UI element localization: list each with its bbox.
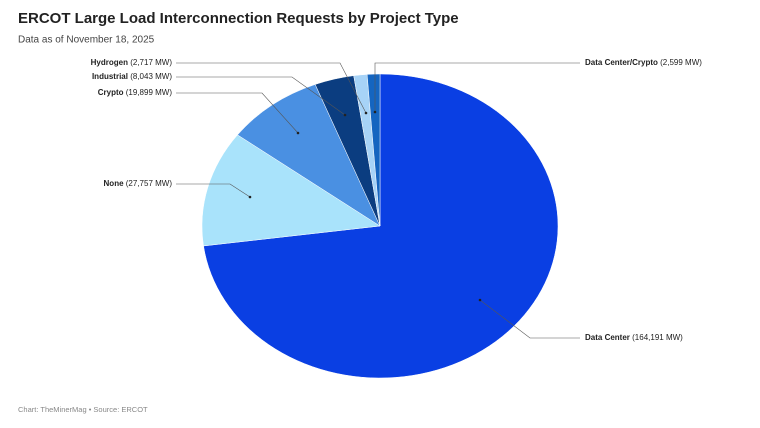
chart-title: ERCOT Large Load Interconnection Request… xyxy=(18,10,459,27)
pie-slice xyxy=(237,84,381,227)
label-value: (8,043 MW) xyxy=(130,72,172,81)
leader-line xyxy=(176,183,251,198)
data-label: None (27,757 MW) xyxy=(104,179,173,188)
label-name: Hydrogen xyxy=(91,58,128,67)
leader-line xyxy=(374,62,580,112)
label-name: None xyxy=(104,179,125,188)
leader-dot xyxy=(248,195,252,199)
leader-line xyxy=(176,92,299,134)
leader-dot xyxy=(373,110,377,114)
pie-slice xyxy=(366,73,381,227)
leader-line xyxy=(176,62,367,114)
label-value: (27,757 MW) xyxy=(126,179,173,188)
label-name: Industrial xyxy=(92,72,128,81)
leader-dot xyxy=(296,131,300,135)
chart-subtitle: Data as of November 18, 2025 xyxy=(18,35,155,46)
label-name: Data Center/Crypto xyxy=(585,58,658,67)
leader-line xyxy=(176,76,346,116)
data-label: Data Center/Crypto (2,599 MW) xyxy=(585,58,702,67)
label-name: Crypto xyxy=(98,88,124,97)
data-label: Hydrogen (2,717 MW) xyxy=(91,58,173,67)
label-value: (164,191 MW) xyxy=(632,333,683,342)
pie-slice xyxy=(203,73,559,379)
data-label: Industrial (8,043 MW) xyxy=(92,72,172,81)
label-value: (19,899 MW) xyxy=(126,88,173,97)
label-name: Data Center xyxy=(585,333,630,342)
label-value: (2,599 MW) xyxy=(660,58,702,67)
data-label: Crypto (19,899 MW) xyxy=(98,88,173,97)
source: Chart: TheMinerMag • Source: ERCOT xyxy=(18,405,148,414)
pie-slice xyxy=(201,134,381,247)
leader-line xyxy=(479,299,580,339)
leader-dot xyxy=(364,111,368,115)
leader-dot xyxy=(478,298,482,302)
label-value: (2,717 MW) xyxy=(130,58,172,67)
leader-dot xyxy=(343,113,347,117)
data-label: Data Center (164,191 MW) xyxy=(585,333,683,342)
